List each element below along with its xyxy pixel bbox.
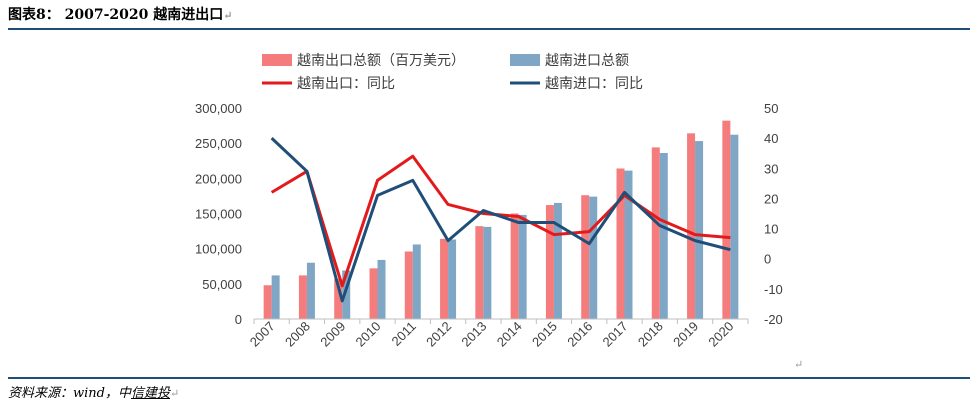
right-tick-label: 40	[764, 131, 778, 146]
x-tick-label: 2009	[317, 319, 348, 350]
x-tick-label: 2016	[564, 319, 595, 350]
source-text: 资料来源：wind，中	[8, 386, 131, 401]
legend-label: 越南出口总额（百万美元）	[297, 52, 465, 68]
figure-title: 图表8： 2007-2020 越南进出口↵	[8, 4, 232, 24]
export-bar	[581, 195, 590, 319]
x-tick-label: 2014	[494, 319, 525, 350]
left-tick-label: 300,000	[195, 101, 242, 116]
right-tick-label: 10	[764, 222, 778, 237]
export-bar	[651, 147, 660, 319]
x-tick-label: 2020	[705, 319, 736, 350]
legend-label: 越南出口：同比	[297, 75, 395, 91]
left-tick-label: 200,000	[195, 171, 242, 186]
legend-swatch	[510, 54, 540, 66]
legend-label: 越南进口：同比	[545, 75, 643, 91]
import-bar	[518, 214, 527, 319]
lines-layer	[270, 137, 731, 303]
import-bar	[377, 259, 386, 319]
left-tick-label: 150,000	[195, 207, 242, 222]
left-axis: 0 50,000 100,000 150,000 200,000 250,000 300,0…	[195, 101, 242, 327]
import-bar	[342, 270, 351, 319]
x-tick-label: 2012	[423, 319, 454, 350]
top-divider	[8, 28, 970, 30]
export-bar	[263, 285, 272, 319]
export-bar	[440, 238, 449, 319]
bottom-divider	[8, 377, 970, 379]
export-bar	[404, 251, 413, 319]
export-bar	[616, 168, 625, 319]
figure-title-text: 图表8： 2007-2020 越南进出口	[8, 7, 224, 23]
import-bar	[306, 262, 315, 319]
export-bar	[298, 275, 307, 319]
right-tick-label: 20	[764, 191, 778, 206]
import-bar	[730, 134, 739, 319]
left-tick-label: 250,000	[195, 136, 242, 151]
export-bar	[722, 120, 731, 319]
import-bar	[553, 202, 562, 319]
right-tick-label: 0	[764, 252, 771, 267]
import-yoy-line	[270, 137, 731, 303]
x-tick-label: 2018	[635, 319, 666, 350]
import-bar	[624, 170, 633, 319]
source-link[interactable]: 信建投	[130, 386, 170, 401]
x-tick-label: 2019	[670, 319, 701, 350]
left-tick-label: 0	[235, 312, 242, 327]
export-bar	[510, 213, 519, 319]
legend-label: 越南进口总额	[545, 52, 629, 68]
export-bar	[369, 268, 378, 319]
source-note: 资料来源：wind，中信建投↵	[8, 382, 179, 401]
right-tick-label: -20	[764, 312, 783, 327]
bars-layer	[263, 120, 739, 319]
import-bar	[483, 226, 492, 319]
x-tick-label: 2013	[458, 319, 489, 350]
export-bar	[334, 278, 343, 319]
x-tick-label: 2017	[600, 319, 631, 350]
right-tick-label: -10	[764, 282, 783, 297]
import-bar	[271, 275, 280, 319]
x-tick-label: 2015	[529, 319, 560, 350]
legend-swatch	[262, 54, 292, 66]
right-tick-label: 30	[764, 161, 778, 176]
x-tick-label: 2008	[282, 319, 313, 350]
import-bar	[695, 141, 704, 319]
left-tick-label: 100,000	[195, 242, 242, 257]
right-tick-label: 50	[764, 101, 778, 116]
right-axis: -20 -10 0 10 20 30 40 50	[764, 101, 783, 327]
stray-mark-text: ↵	[794, 358, 804, 371]
x-tick-label: 2010	[353, 319, 384, 350]
export-bar	[687, 133, 696, 319]
stray-return-mark: ↵	[794, 353, 803, 372]
x-tick-label: 2011	[389, 319, 419, 349]
export-bar	[475, 226, 484, 319]
import-bar	[412, 244, 421, 319]
title-return-mark: ↵	[223, 9, 233, 22]
left-tick-label: 50,000	[202, 277, 242, 292]
x-axis: 2007 2008 2009 2010 2011 2012 2013 2014 2015 2016…	[247, 318, 749, 350]
x-tick-label: 2007	[247, 319, 278, 350]
import-bar	[448, 239, 457, 319]
import-bar	[589, 196, 598, 319]
import-bar	[659, 153, 668, 319]
export-bar	[545, 205, 554, 319]
source-return-mark: ↵	[170, 387, 180, 400]
